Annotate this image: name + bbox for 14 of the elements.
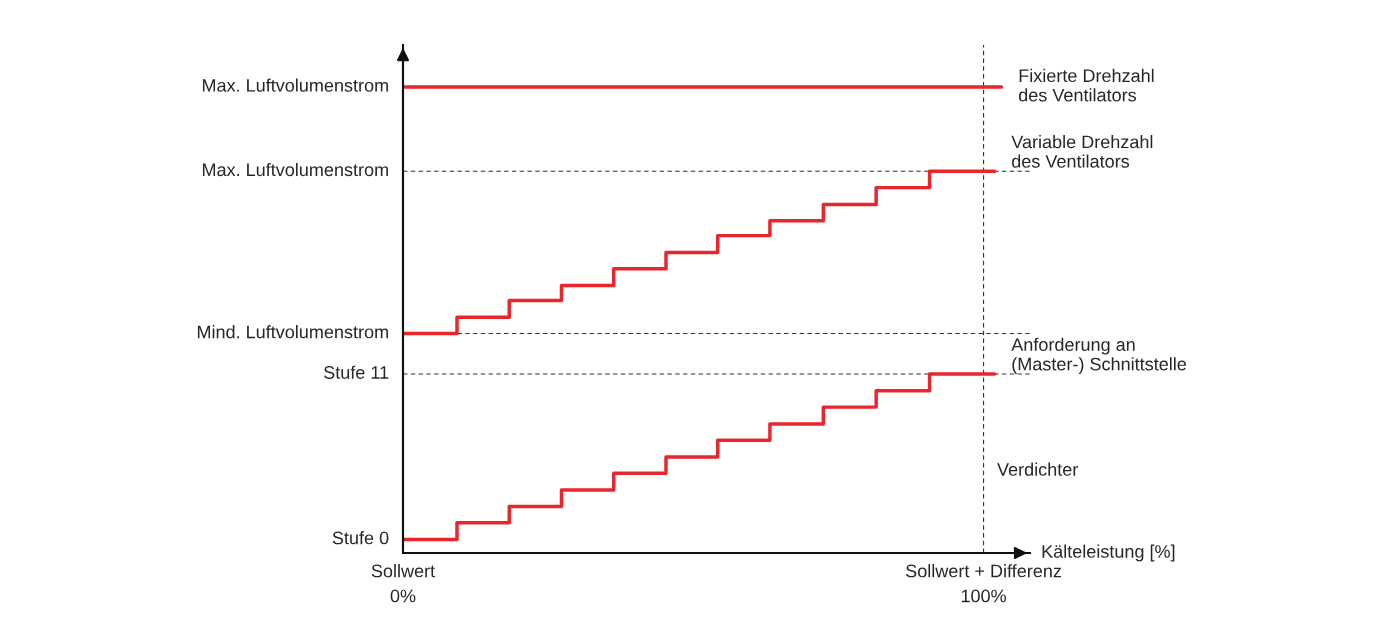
x-tick-label: 0% [390,589,416,603]
text: Sollwert + Differenz [906,564,1062,578]
ref-line-label: Max. Luftvolumenstrom [202,162,388,177]
annotation: Stufe 0 [332,531,389,545]
annotation: Verdichter [997,462,1078,476]
series-label: Fixierte Drehzahl des Ventilators [1018,68,1154,102]
ref-line-label: Mind. Luftvolumenstrom [197,325,388,339]
series-label: Variable Drehzahl des Ventilators [1011,135,1153,168]
x-tick-label: 100% [961,589,1006,603]
ref-line-label: Stufe 11 [324,365,389,379]
x-axis-title: Kälteleistung [%] [1042,544,1175,562]
text: Sollwert [371,564,435,578]
annotation: Max. Luftvolumenstrom [202,78,388,92]
series-label: Anforderung an (Master-) Schnittstelle [1011,337,1187,375]
